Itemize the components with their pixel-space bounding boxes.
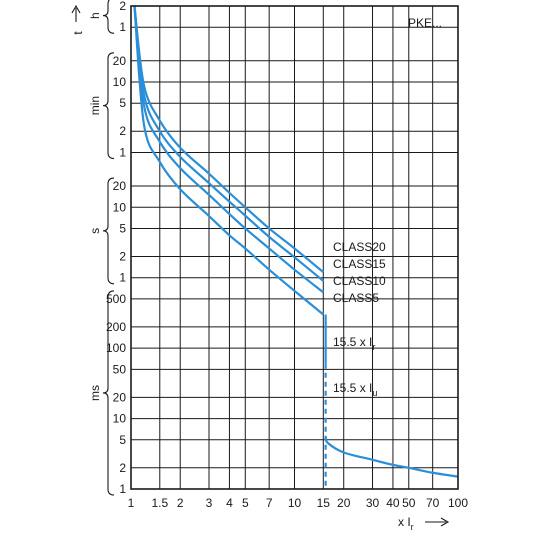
y-band-brace-ms	[102, 290, 115, 496]
x-tick-label: 20	[337, 496, 351, 510]
curve-class5	[133, 5, 324, 316]
y-band-brace-h	[102, 0, 115, 34]
class-label: CLASS20	[333, 240, 386, 254]
y-band-brace-min	[102, 52, 115, 159]
x-tick-labels: 1 1.5 2 3 4 5 7 10 15 20 30 40 50 70 100	[128, 496, 469, 510]
x-tick-label: 40	[386, 496, 400, 510]
class-label: CLASS15	[333, 257, 386, 271]
y-tick-label: 1	[119, 145, 126, 159]
annotations: tx IrPKE...CLASS20CLASS15CLASS10CLASS515…	[71, 4, 450, 532]
x-tick-label: 1	[128, 496, 135, 510]
y-tick-label: 50	[113, 362, 127, 376]
curves	[133, 5, 459, 489]
product-label: PKE...	[408, 16, 442, 30]
y-band-unit-min: min	[88, 96, 102, 115]
y-axis-arrow-head	[71, 4, 81, 14]
y-tick-label: 100	[106, 341, 126, 355]
y-tick-label: 2	[119, 0, 126, 13]
y-band-unit-ms: ms	[88, 385, 102, 401]
y-tick-label: 1	[119, 482, 126, 496]
x-tick-label: 2	[177, 496, 184, 510]
y-tick-label: 1	[119, 271, 126, 285]
y-band-unit-h: h	[88, 12, 102, 19]
y-tick-label: 20	[113, 179, 127, 193]
curve-class20	[133, 5, 324, 273]
short-circuit-curve	[324, 436, 459, 478]
y-band-brace-s	[102, 177, 115, 285]
y-tick-label: 200	[106, 320, 126, 334]
plot-frame	[130, 5, 459, 490]
y-tick-label: 5	[119, 96, 126, 110]
y-tick-label: 2	[119, 124, 126, 138]
y-tick-label: 500	[106, 292, 126, 306]
curve-class15	[133, 5, 324, 282]
y-tick-labels: 2 1 20 10 5 2 1 20 10 5 2 1 500 200 100 50 20 10 5 2 1	[106, 0, 126, 496]
grid	[131, 6, 458, 489]
x-axis-arrow-head	[440, 517, 450, 527]
y-tick-label: 1	[119, 20, 126, 34]
y-tick-label: 5	[119, 221, 126, 235]
y-tick-label: 2	[119, 461, 126, 475]
y-unit-braces: h min s ms	[88, 0, 115, 496]
x-tick-label: 4	[226, 496, 233, 510]
x-tick-label: 100	[448, 496, 468, 510]
x-axis-unit: x Ir	[398, 515, 414, 532]
class-label: CLASS10	[333, 274, 386, 288]
x-tick-label: 3	[206, 496, 213, 510]
y-tick-label: 2	[119, 249, 126, 263]
x-tick-label: 15	[317, 496, 331, 510]
y-tick-label: 5	[119, 433, 126, 447]
x-tick-label: 1.5	[151, 496, 168, 510]
class-label: CLASS5	[333, 291, 379, 305]
threshold-label-iu: 15.5 x Iu	[333, 381, 377, 398]
y-tick-label: 10	[113, 200, 127, 214]
x-tick-label: 10	[288, 496, 302, 510]
y-tick-label: 10	[113, 75, 127, 89]
threshold-label-ir: 15.5 x Ir	[333, 335, 375, 352]
x-tick-label: 7	[266, 496, 273, 510]
x-tick-label: 5	[242, 496, 249, 510]
y-axis-symbol: t	[71, 31, 85, 35]
curve-class10	[133, 5, 324, 294]
y-tick-label: 10	[113, 412, 127, 426]
x-tick-label: 70	[426, 496, 440, 510]
y-tick-label: 20	[113, 390, 127, 404]
y-band-unit-s: s	[88, 228, 102, 234]
x-tick-label: 50	[402, 496, 416, 510]
y-tick-label: 20	[113, 54, 127, 68]
x-tick-label: 30	[366, 496, 380, 510]
